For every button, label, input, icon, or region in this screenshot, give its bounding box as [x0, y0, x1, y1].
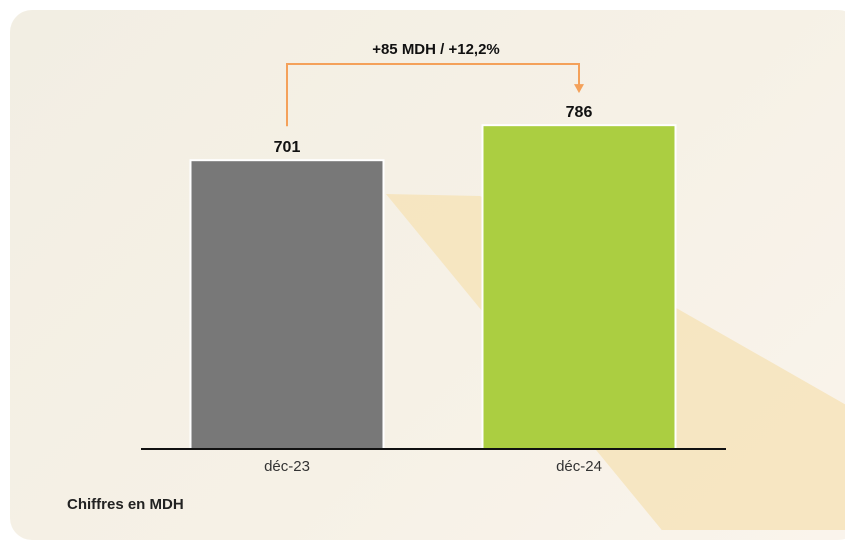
bar-chart: 701 786 +85 MDH / +12,2% déc-23 déc-24 [141, 41, 845, 530]
bar-value-label: 701 [274, 139, 301, 156]
delta-label: +85 MDH / +12,2% [372, 41, 500, 58]
x-tick-label: déc-23 [264, 458, 310, 475]
chart-card: 701 786 +85 MDH / +12,2% déc-23 déc-24 [10, 10, 845, 540]
delta-arrow [286, 63, 580, 127]
x-tick-label: déc-24 [556, 458, 602, 475]
bar-value-label: 786 [566, 104, 593, 121]
bar-déc-24 [481, 124, 677, 450]
footnote: Chiffres en MDH [67, 496, 184, 513]
delta-arrowhead [574, 84, 584, 94]
bar-déc-23 [189, 159, 385, 451]
